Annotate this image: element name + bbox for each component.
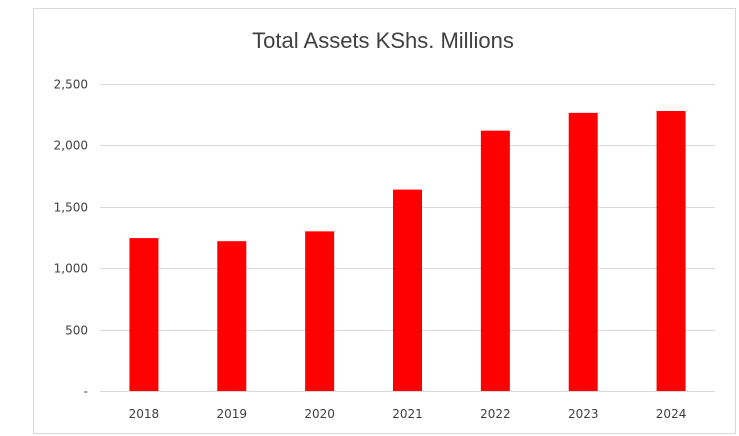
bar-2024 [656, 111, 686, 392]
chart-title: Total Assets KShs. Millions [252, 28, 514, 53]
x-tick-label: 2021 [392, 407, 423, 421]
bar-2022 [480, 130, 510, 391]
y-tick-label: 2,500 [54, 78, 88, 92]
y-tick-label: 1,000 [54, 262, 88, 276]
bar-2020 [305, 231, 335, 391]
bar-2023 [568, 112, 598, 391]
bars [129, 111, 686, 392]
x-axis-ticks: 2018 2019 2020 2021 2022 2023 2024 [129, 407, 687, 421]
x-tick-label: 2022 [480, 407, 511, 421]
bar-2019 [217, 241, 247, 391]
y-tick-label: 1,500 [54, 201, 88, 215]
x-tick-label: 2024 [656, 407, 687, 421]
x-tick-label: 2019 [217, 407, 248, 421]
y-axis-ticks: - 500 1,000 1,500 2,000 2,500 [54, 78, 88, 399]
x-tick-label: 2018 [129, 407, 160, 421]
y-tick-label: - [84, 385, 88, 399]
gridlines [100, 84, 715, 392]
x-tick-label: 2020 [304, 407, 335, 421]
y-tick-label: 500 [65, 324, 88, 338]
x-tick-label: 2023 [568, 407, 599, 421]
y-tick-label: 2,000 [54, 139, 88, 153]
bar-2018 [129, 238, 159, 391]
bar-2021 [393, 189, 422, 391]
